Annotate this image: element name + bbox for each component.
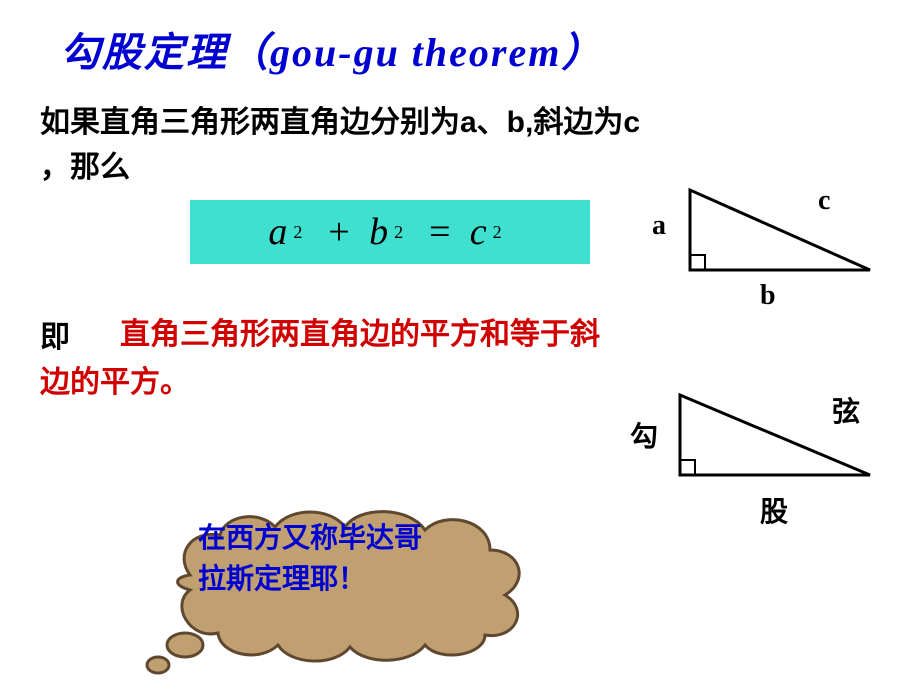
formula-exp-c: 2 <box>493 222 506 243</box>
formula-exp-b: 2 <box>394 222 407 243</box>
formula-box: a2 + b2 = c2 <box>190 200 590 264</box>
cloud-text: 在西方又称毕达哥 拉斯定理耶！ <box>198 518 422 599</box>
theorem-statement-2: 边的平方。 <box>40 357 190 401</box>
cloud-line2: 拉斯定理耶！ <box>198 563 366 594</box>
formula-exp-a: 2 <box>293 222 306 243</box>
label-xian: 弦 <box>832 390 860 430</box>
label-b: b <box>760 280 776 312</box>
label-gu: 股 <box>760 490 788 530</box>
formula-a: a <box>268 210 291 254</box>
formula-c: c <box>470 210 491 254</box>
intro-line2: ，那么 <box>40 151 130 184</box>
plus-sign: + <box>312 210 369 254</box>
label-c: c <box>818 185 830 217</box>
ji-label: 即 <box>40 312 70 356</box>
page-title: 勾股定理（gou-gu theorem） <box>60 20 603 78</box>
equals-sign: = <box>413 210 470 254</box>
triangle-abc <box>680 185 880 285</box>
intro-line1: 如果直角三角形两直角边分别为a、b,斜边为c <box>40 106 640 139</box>
intro-text: 如果直角三角形两直角边分别为a、b,斜边为c ，那么 <box>40 100 880 190</box>
label-gou: 勾 <box>630 415 658 455</box>
theorem-statement-1: 直角三角形两直角边的平方和等于斜 <box>120 312 710 357</box>
cloud-line1: 在西方又称毕达哥 <box>198 522 422 553</box>
label-a: a <box>652 210 666 242</box>
formula-b: b <box>369 210 392 254</box>
